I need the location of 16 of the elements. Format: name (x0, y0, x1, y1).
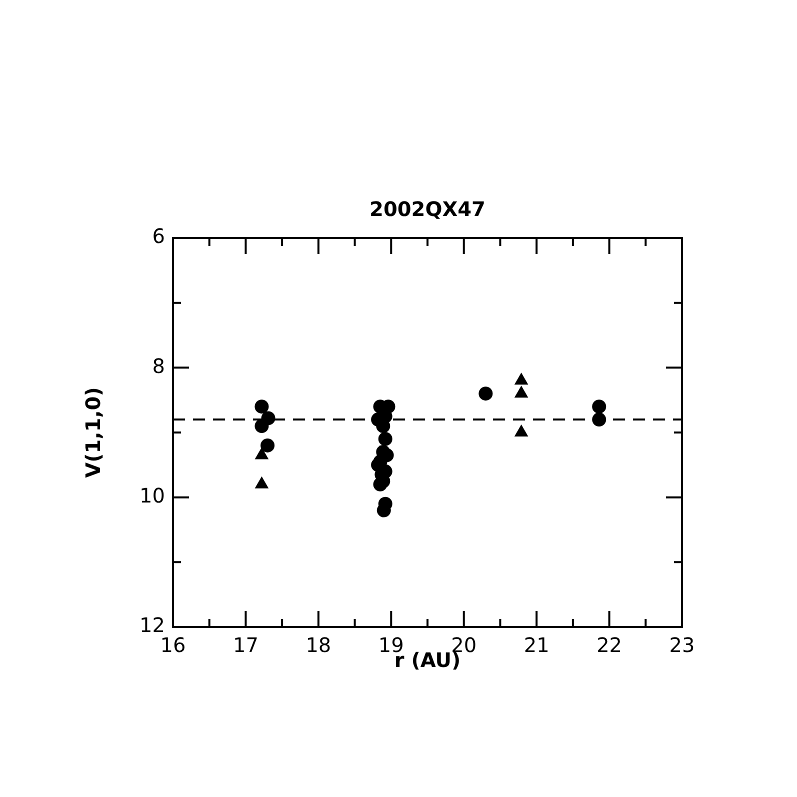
point (254, 419, 269, 434)
y-axis-title: V(1,1,0) (81, 387, 106, 478)
y-tick-label: 8 (152, 354, 165, 378)
x-tick-label: 23 (669, 633, 695, 658)
x-tick-label: 21 (524, 633, 550, 658)
y-tick-label: 10 (140, 484, 165, 508)
y-tick-label: 6 (152, 224, 165, 248)
chart-title: 2002QX47 (370, 197, 486, 222)
x-tick-label: 17 (232, 633, 258, 658)
point (478, 386, 493, 401)
point (378, 432, 392, 446)
point (260, 438, 275, 452)
x-tick-label: 18 (306, 633, 332, 658)
x-tick-label: 22 (596, 633, 622, 658)
point (254, 400, 269, 414)
point (592, 400, 606, 414)
